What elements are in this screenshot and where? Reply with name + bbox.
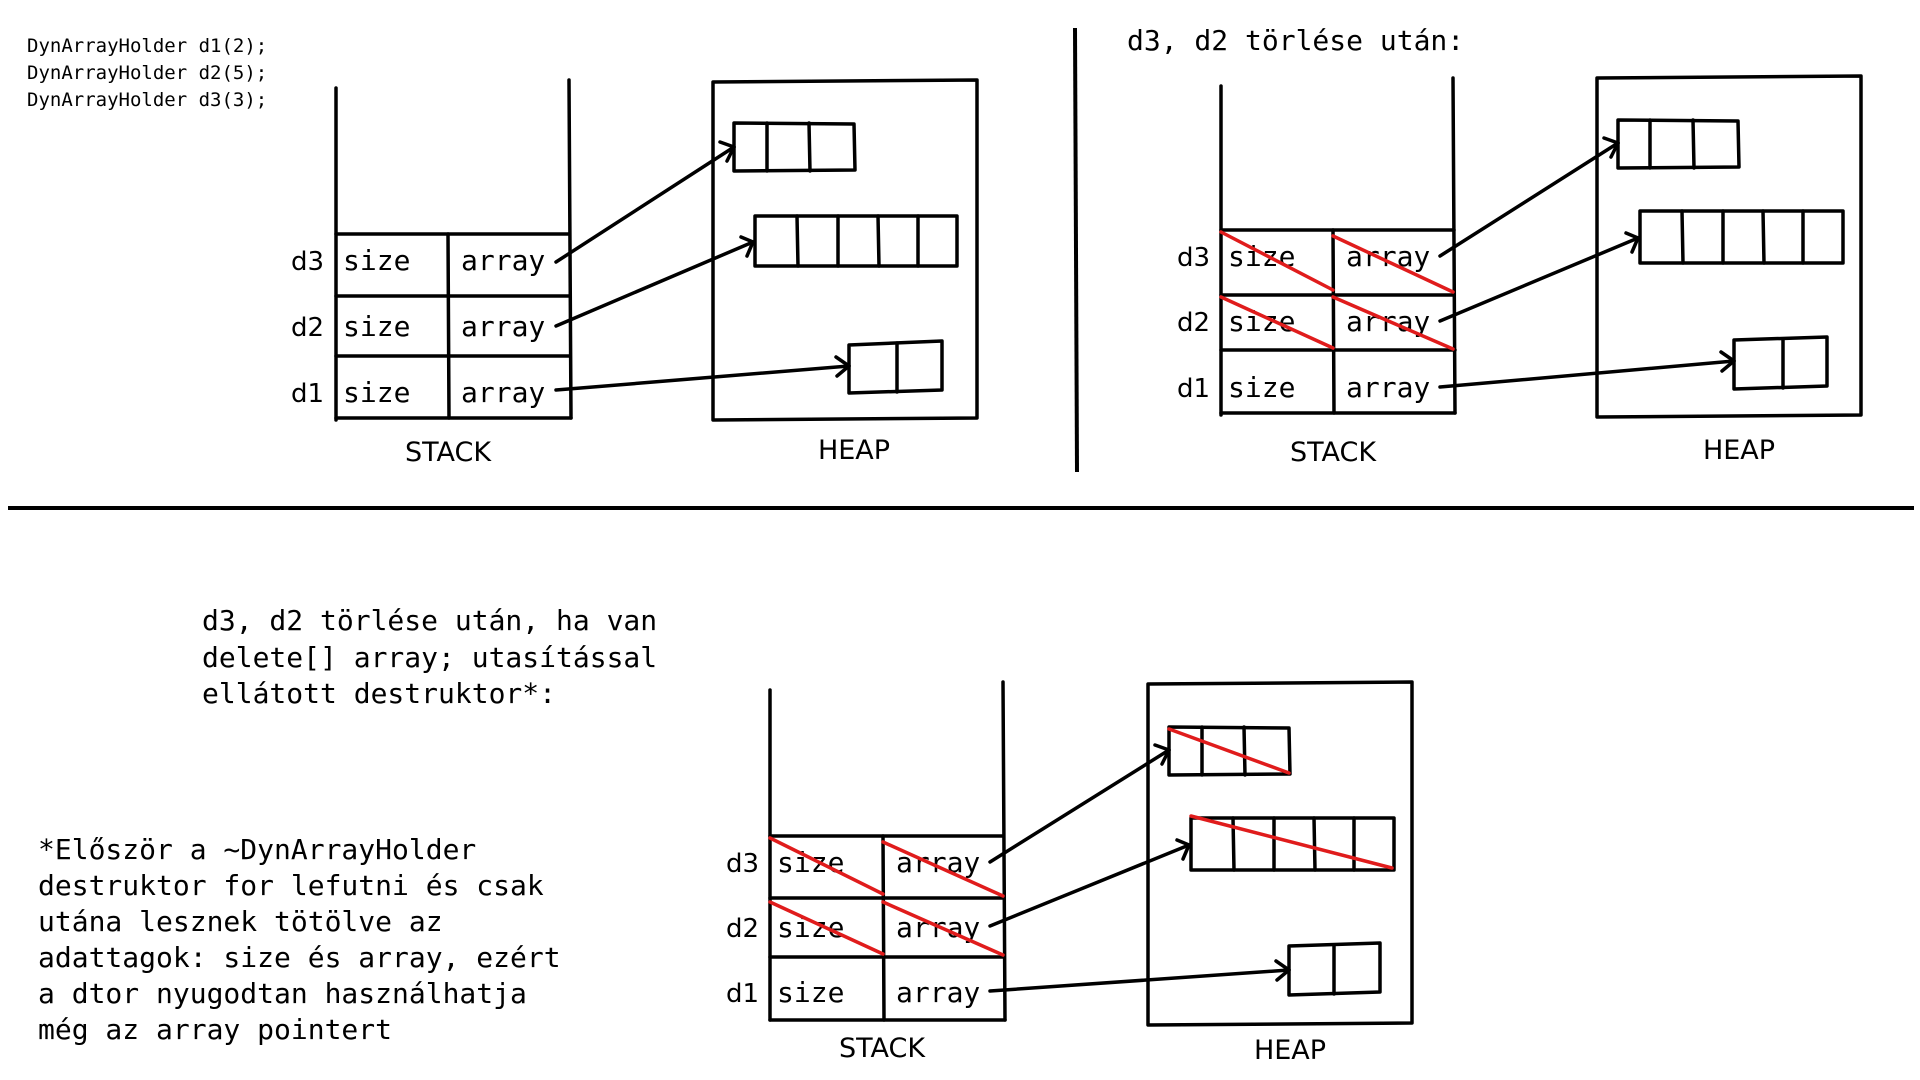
field-array: array (896, 976, 980, 1009)
field-array: array (896, 846, 980, 879)
pointer-arrows (1438, 136, 1736, 389)
row-label-d1: d1 (1177, 374, 1210, 404)
field-size: size (343, 244, 410, 277)
field-array: array (461, 310, 545, 343)
stack: d3 d2 d1 size size size array array arra… (1177, 76, 1457, 468)
panel-2: d3 d2 d1 size size size array array arra… (1177, 74, 1863, 468)
panel-1: d3 d2 d1 size size size array array arra… (291, 78, 979, 468)
panel3-title-line: delete[] array; utasítással (202, 641, 657, 674)
panel3-title-line: ellátott destruktor*: (202, 677, 556, 710)
code-line: DynArrayHolder d3(3); (27, 89, 267, 111)
row-label-d2: d2 (1177, 308, 1210, 338)
heap-array-d1 (1732, 335, 1829, 391)
field-size: size (777, 976, 844, 1009)
panel3-title: d3, d2 törlése után, ha van delete[] arr… (202, 604, 657, 710)
field-size: size (343, 310, 410, 343)
code-line: DynArrayHolder d2(5); (27, 62, 267, 84)
heap-array-d2 (1638, 209, 1845, 265)
pointer-arrows (988, 743, 1291, 993)
vertical-divider (1073, 27, 1079, 473)
footnote-line: még az array pointert (38, 1013, 392, 1046)
panel-3: d3 d2 d1 size size size array array arra… (726, 680, 1414, 1066)
panel3-title-line: d3, d2 törlése után, ha van (202, 604, 657, 637)
field-size: size (1228, 240, 1295, 273)
footnote-line: adattagok: size és array, ezért (38, 941, 561, 974)
row-label-d3: d3 (291, 247, 324, 277)
field-array: array (461, 376, 545, 409)
stack: d3 d2 d1 size size size array array arra… (291, 78, 573, 468)
heap-array-d2 (753, 214, 959, 268)
heap-array-d1 (1287, 941, 1382, 997)
field-size: size (777, 911, 844, 944)
footnote-line: *Először a ~DynArrayHolder (38, 833, 476, 866)
row-label-d3: d3 (726, 849, 759, 879)
row-label-d3: d3 (1177, 243, 1210, 273)
heap-array-d1 (847, 339, 944, 395)
stack: d3 d2 d1 size size size array array arra… (726, 680, 1007, 1064)
heap: HEAP (1595, 74, 1863, 466)
stack-label: STACK (1290, 437, 1377, 468)
field-array: array (461, 244, 545, 277)
heap-array-d3 (732, 121, 857, 173)
pointer-arrows (554, 140, 851, 392)
footnote-line: utána lesznek tötölve az (38, 905, 443, 938)
heap-array-d2 (1189, 816, 1396, 872)
stack-label: STACK (839, 1033, 926, 1064)
freed-strikes (1167, 727, 1394, 870)
field-array: array (1346, 240, 1430, 273)
field-array: array (1346, 371, 1430, 404)
row-label-d1: d1 (291, 379, 324, 409)
heap-label: HEAP (1703, 435, 1775, 466)
field-size: size (777, 846, 844, 879)
heap: HEAP (1146, 680, 1414, 1066)
deleted-strikes (1219, 230, 1455, 351)
panel2-title: d3, d2 törlése után: (1127, 24, 1464, 57)
footnote-line: destruktor for lefutni és csak (38, 869, 544, 902)
row-label-d2: d2 (726, 914, 759, 944)
deleted-strikes (768, 836, 1005, 957)
heap: HEAP (711, 78, 979, 466)
field-size: size (1228, 305, 1295, 338)
heap-label: HEAP (818, 435, 890, 466)
stack-label: STACK (405, 437, 492, 468)
heap-label: HEAP (1254, 1035, 1326, 1066)
footnote-line: a dtor nyugodtan használhatja (38, 977, 527, 1010)
row-label-d1: d1 (726, 979, 759, 1009)
code-line: DynArrayHolder d1(2); (27, 35, 267, 57)
field-size: size (1228, 371, 1295, 404)
heap-array-d3 (1616, 118, 1741, 170)
field-size: size (343, 376, 410, 409)
code-block: DynArrayHolder d1(2); DynArrayHolder d2(… (27, 35, 267, 111)
row-label-d2: d2 (291, 313, 324, 343)
footnote: *Először a ~DynArrayHolder destruktor fo… (38, 833, 561, 1046)
